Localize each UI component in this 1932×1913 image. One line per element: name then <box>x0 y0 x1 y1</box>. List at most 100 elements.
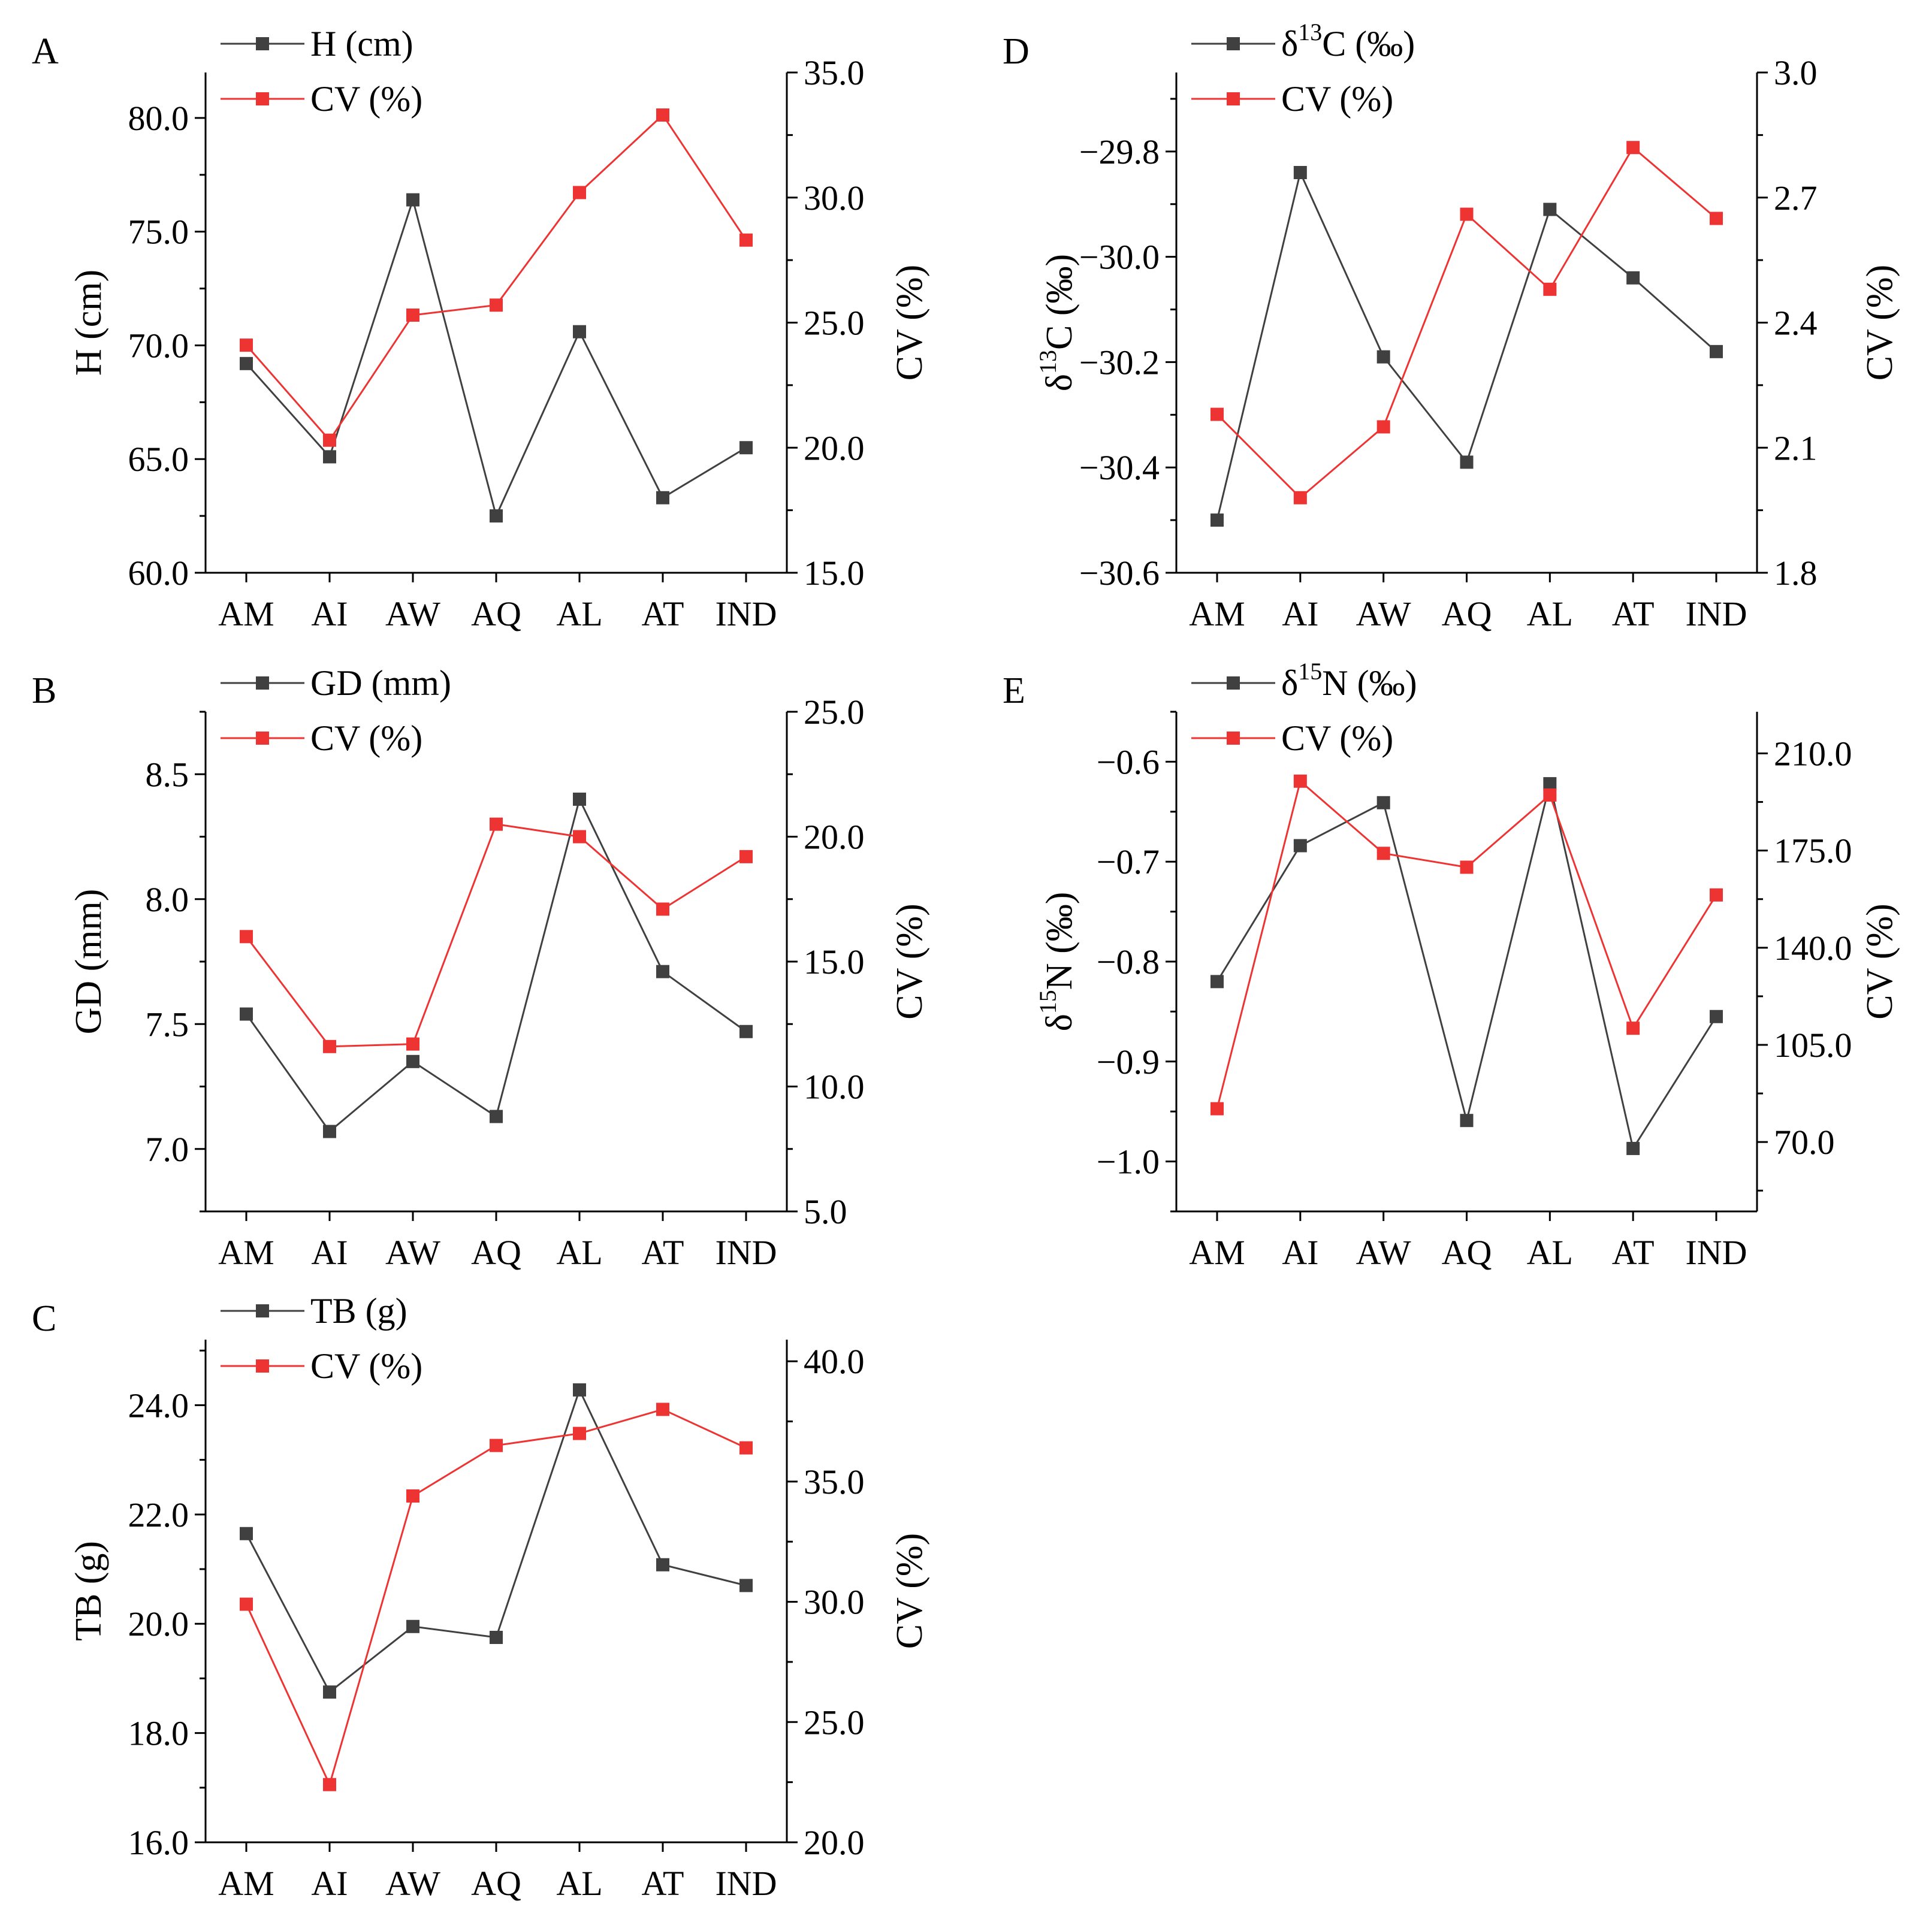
x-tick-label: AW <box>385 594 440 633</box>
data-point-s0-3 <box>490 509 503 523</box>
left-axis-title: δ13C (‰) <box>1034 254 1080 391</box>
x-tick-label: AM <box>1189 594 1245 633</box>
data-point-s1-1 <box>323 1039 336 1053</box>
x-tick-label: AQ <box>471 1864 521 1903</box>
right-tick-label: 10.0 <box>804 1068 865 1107</box>
right-tick-label: 25.0 <box>804 693 865 732</box>
data-point-s0-5 <box>656 1558 669 1571</box>
data-point-s0-2 <box>406 1054 419 1068</box>
legend-marker-1 <box>256 92 269 105</box>
legend-marker-1 <box>1227 732 1240 745</box>
data-point-s1-0 <box>1210 1102 1224 1116</box>
data-point-s1-2 <box>1376 420 1390 434</box>
x-tick-label: IND <box>1685 594 1747 633</box>
right-tick-label: 30.0 <box>804 1583 865 1622</box>
panel-letter: D <box>1003 31 1030 72</box>
data-point-s1-4 <box>1543 788 1557 802</box>
x-tick-label: AT <box>1612 1233 1655 1272</box>
legend-label-0-rest: N (‰) <box>1322 663 1417 703</box>
data-point-s1-1 <box>323 1778 336 1791</box>
right-tick-label: 210.0 <box>1774 735 1852 773</box>
x-tick-label: AT <box>642 1864 684 1903</box>
data-point-s0-2 <box>406 1619 419 1633</box>
legend-label-0: δ15N (‰) <box>1281 658 1417 703</box>
left-tick-label: 75.0 <box>128 213 189 252</box>
data-point-s1-1 <box>1293 491 1307 504</box>
data-point-s1-3 <box>1460 207 1474 221</box>
left-tick-label: 8.0 <box>146 880 189 919</box>
data-point-s0-5 <box>1626 271 1640 285</box>
left-tick-label: 7.5 <box>146 1005 189 1044</box>
data-point-s0-4 <box>573 325 586 339</box>
left-tick-label: −29.8 <box>1079 132 1160 171</box>
data-point-s1-4 <box>573 186 586 200</box>
x-tick-label: IND <box>715 1864 777 1903</box>
x-tick-label: AQ <box>471 594 521 633</box>
legend-label-0-rest: C (‰) <box>1322 24 1415 64</box>
right-tick-label: 175.0 <box>1774 832 1852 871</box>
left-tick-label: 7.0 <box>146 1130 189 1169</box>
data-point-s0-6 <box>1710 344 1723 358</box>
data-point-s1-3 <box>490 298 503 312</box>
data-point-s0-3 <box>490 1110 503 1123</box>
x-tick-label: IND <box>715 594 777 633</box>
legend-label-0-base: δ <box>1281 663 1298 703</box>
data-point-s1-5 <box>1626 1022 1640 1035</box>
data-point-s1-6 <box>1710 211 1723 225</box>
right-tick-label: 20.0 <box>804 1823 865 1862</box>
right-axis-title: CV (%) <box>889 903 930 1019</box>
data-point-s1-2 <box>1376 847 1390 860</box>
left-tick-label: −0.9 <box>1097 1042 1160 1081</box>
data-point-s1-2 <box>406 308 419 322</box>
right-axis-title: CV (%) <box>1859 903 1900 1019</box>
left-tick-label: 80.0 <box>128 99 189 138</box>
x-tick-label: AI <box>1282 1233 1318 1272</box>
legend-marker-0 <box>256 1304 269 1317</box>
x-tick-label: AI <box>311 594 348 633</box>
legend-label-0-sup: 15 <box>1298 658 1322 685</box>
x-tick-label: IND <box>715 1233 777 1272</box>
data-point-s0-1 <box>1293 839 1307 853</box>
legend-label-0: GD (mm) <box>310 663 451 703</box>
left-axis-title-sup: 13 <box>1034 350 1061 374</box>
data-point-s0-4 <box>573 792 586 806</box>
data-point-s1-1 <box>1293 774 1307 788</box>
data-point-s0-4 <box>573 1383 586 1397</box>
data-point-s1-3 <box>490 1438 503 1452</box>
data-point-s1-5 <box>1626 141 1640 155</box>
x-tick-label: AM <box>218 594 274 633</box>
data-point-s0-2 <box>1376 796 1390 809</box>
panel-letter: E <box>1003 670 1025 711</box>
data-point-s0-5 <box>656 965 669 978</box>
x-tick-label: AM <box>218 1233 274 1272</box>
data-point-s0-4 <box>1543 203 1557 216</box>
data-point-s0-3 <box>1460 1114 1474 1128</box>
x-tick-label: AT <box>642 594 684 633</box>
x-tick-label: IND <box>1685 1233 1747 1272</box>
data-point-s0-6 <box>739 441 753 455</box>
left-axis-title-rest: C (‰) <box>1039 254 1080 350</box>
left-tick-label: 20.0 <box>128 1604 189 1643</box>
data-point-s0-5 <box>1626 1141 1640 1155</box>
right-tick-label: 140.0 <box>1774 929 1852 968</box>
x-tick-label: AL <box>556 1864 602 1903</box>
legend-label-1: CV (%) <box>310 1346 422 1386</box>
data-point-s0-3 <box>490 1631 503 1645</box>
x-tick-label: AW <box>1356 1233 1411 1272</box>
data-point-s1-5 <box>656 1403 669 1416</box>
data-point-s1-6 <box>739 233 753 247</box>
left-axis-title: GD (mm) <box>68 889 109 1035</box>
data-point-s1-4 <box>573 1427 586 1440</box>
x-tick-label: AQ <box>1442 594 1492 633</box>
x-tick-label: AM <box>1189 1233 1245 1272</box>
data-point-s0-2 <box>406 193 419 207</box>
x-tick-label: AQ <box>1442 1233 1492 1272</box>
legend-marker-1 <box>1227 92 1240 105</box>
x-tick-label: AL <box>1527 594 1573 633</box>
data-point-s1-0 <box>240 339 253 352</box>
legend-label-1: CV (%) <box>310 718 422 758</box>
right-axis-title: CV (%) <box>889 265 930 380</box>
data-point-s1-4 <box>573 830 586 844</box>
left-axis-title-base: δ <box>1039 374 1080 391</box>
